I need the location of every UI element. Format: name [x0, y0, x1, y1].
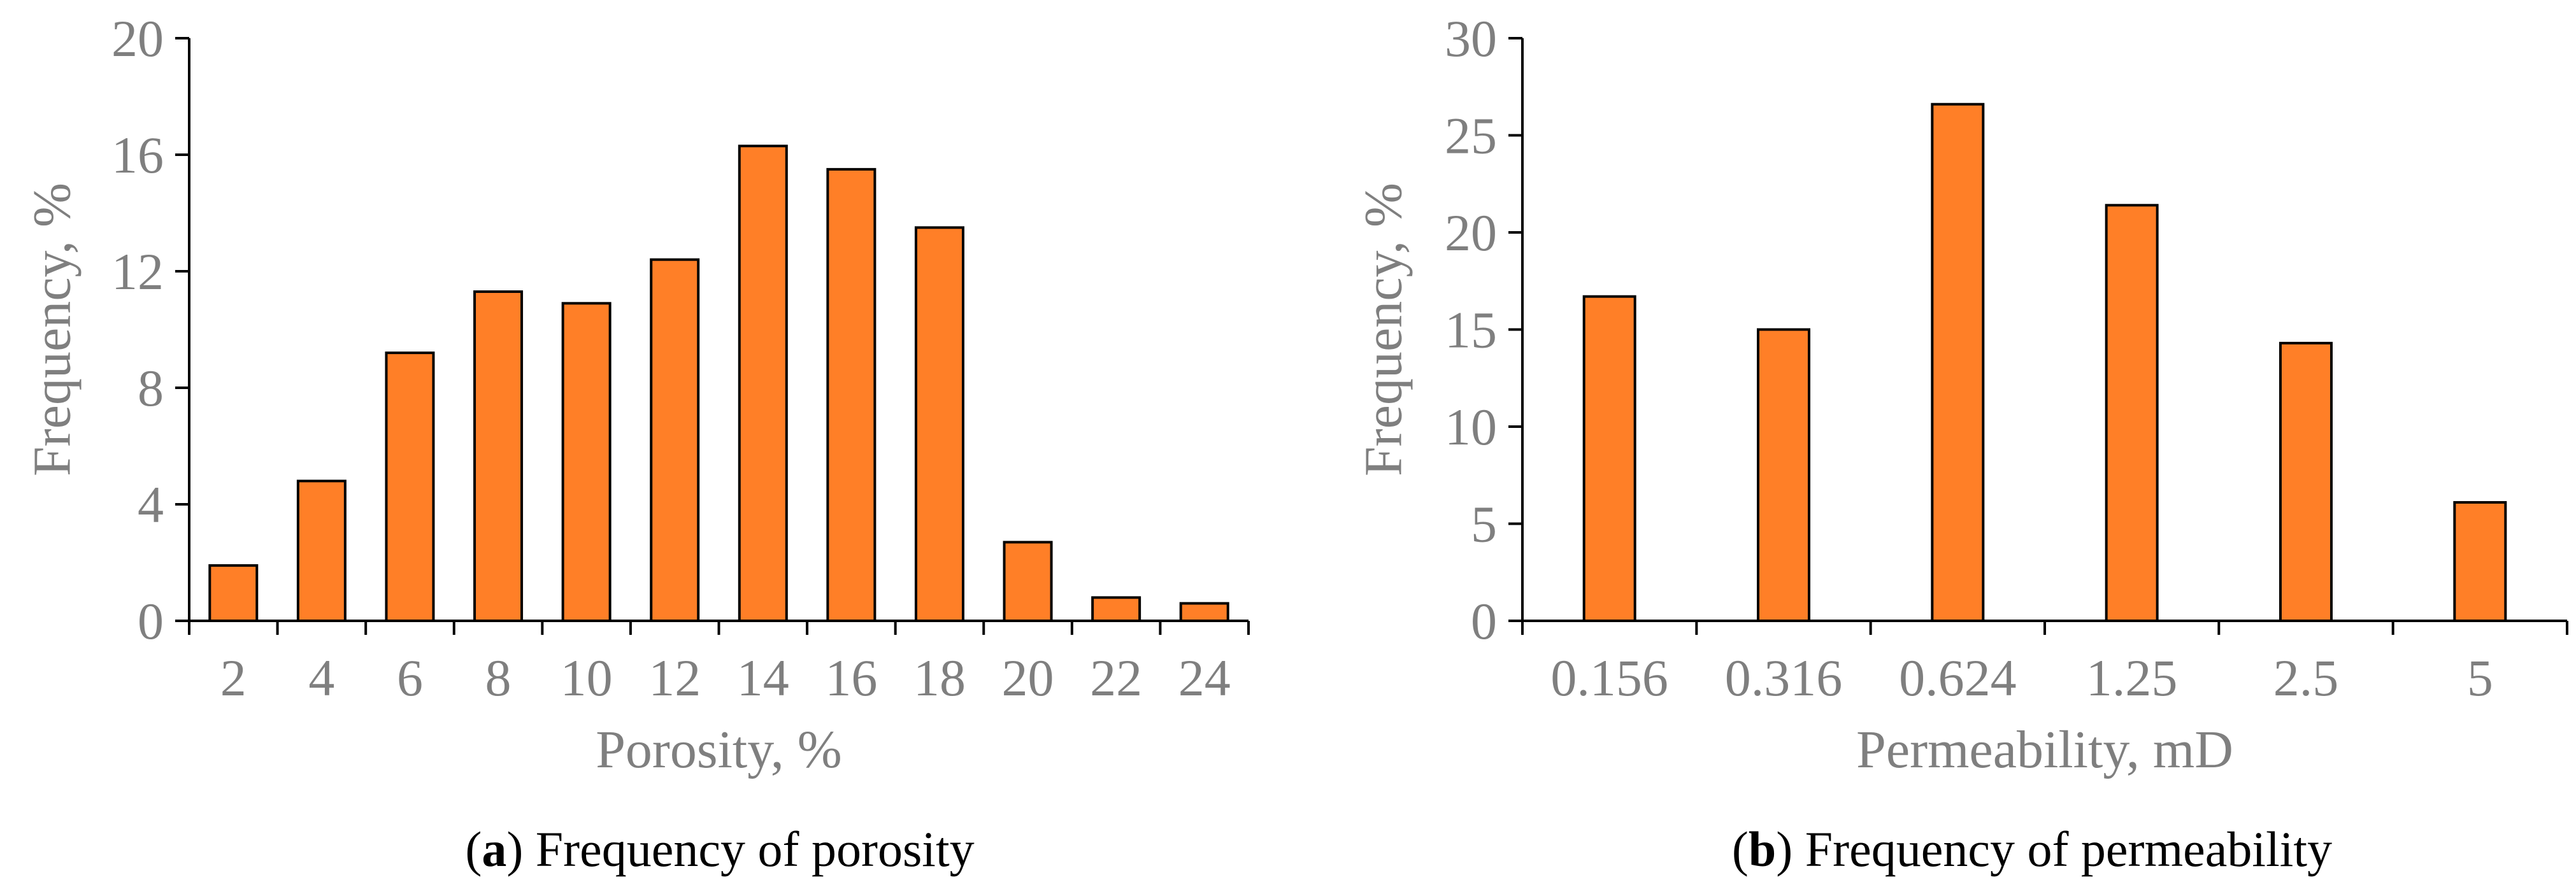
panel-a-bar-24	[1179, 602, 1229, 622]
panel-b-bar-0.316	[1757, 328, 1810, 622]
panel-b-y-tick-label-0: 0	[1471, 592, 1497, 650]
panel-a-x-tick-label-6: 6	[397, 649, 423, 707]
panel-a-x-tick-label-22: 22	[1090, 649, 1142, 707]
panel-a-bar-22	[1091, 596, 1141, 623]
panel-b-y-tick-label-5: 5	[1471, 495, 1497, 553]
panel-a-bar-6	[385, 351, 435, 622]
panel-b-x-axis-title: Permeability, mD	[1856, 720, 2233, 779]
panel-a-bar-2	[208, 564, 259, 623]
panel-b-x-tick-label-5: 5	[2467, 649, 2493, 707]
panel-a-x-tick-label-24: 24	[1178, 649, 1231, 707]
panel-a-x-tick-label-18: 18	[913, 649, 966, 707]
panel-a-y-axis-title: Frequency, %	[22, 183, 82, 476]
panel-a-y-tick-labels: 0 4 8 12 16 20	[111, 10, 164, 650]
panel-b-bars	[1582, 103, 2507, 623]
panel-b-y-axis-title: Frequency, %	[1354, 183, 1413, 476]
panel-b-y-tick-label-20: 20	[1445, 204, 1497, 262]
panel-a-y-tick-label-0: 0	[138, 592, 164, 650]
panel-b-x-tick-label-2.5: 2.5	[2273, 649, 2339, 707]
panel-a-y-tick-label-8: 8	[138, 359, 164, 417]
panel-a-x-tick-label-10: 10	[561, 649, 613, 707]
panel-b-x-tick-labels: 0.156 0.316 0.624 1.25 2.5 5	[1550, 649, 2493, 707]
panel-b-x-tick-label-0.316: 0.316	[1725, 649, 1843, 707]
panel-a-x-tick-label-14: 14	[737, 649, 789, 707]
panel-b-caption-text: ) Frequency of permeability	[1776, 821, 2332, 877]
panel-a-caption-text: ) Frequency of porosity	[506, 821, 974, 877]
panel-a-bars	[208, 145, 1229, 623]
panel-a-y-tick-label-20: 20	[111, 10, 164, 67]
panel-b-caption-letter: b	[1749, 821, 1776, 877]
panel-a-bar-4	[296, 479, 347, 623]
panel-a-x-tick-label-12: 12	[648, 649, 701, 707]
panel-a-x-tick-labels: 2 4 6 8 10 12 14 16 18 20 22 24	[220, 649, 1231, 707]
panel-b-y-tick-label-15: 15	[1445, 301, 1497, 359]
panel-b-y-tick-label-30: 30	[1445, 10, 1497, 67]
panel-a-x-tick-label-4: 4	[308, 649, 334, 707]
panel-a-axes	[175, 37, 1250, 635]
panel-a-x-tick-label-20: 20	[1002, 649, 1054, 707]
panel-a-bar-8	[473, 290, 524, 622]
panel-a-y-tick-label-4: 4	[138, 476, 164, 534]
panel-a-bar-10	[561, 302, 612, 622]
panel-a-caption-letter: a	[482, 821, 506, 877]
panel-a-y-tick-label-16: 16	[111, 126, 164, 184]
panel-a-bar-20	[1003, 541, 1053, 622]
panel-b-bar-5	[2453, 500, 2507, 623]
panel-b-permeability: 0 5 10 15 20 25 30 0.156 0.316 0.624 1.25 2.5 5 Per…	[1354, 10, 2568, 877]
panel-b-bar-0.156	[1582, 295, 1636, 622]
panel-a-bar-18	[914, 226, 964, 622]
panel-a-x-axis-title: Porosity, %	[596, 720, 842, 779]
panel-b-x-tick-label-0.156: 0.156	[1550, 649, 1668, 707]
panel-b-x-tick-label-1.25: 1.25	[2086, 649, 2178, 707]
panel-b-y-tick-label-10: 10	[1445, 398, 1497, 456]
panel-a-y-tick-label-12: 12	[111, 243, 164, 301]
panel-b-bar-1.25	[2105, 204, 2159, 622]
panel-a-caption-open: (	[465, 821, 482, 877]
panel-a-caption: (a) Frequency of porosity	[465, 821, 974, 877]
panel-a-x-tick-label-2: 2	[220, 649, 247, 707]
panel-a-bar-14	[738, 145, 788, 622]
panel-a-bar-12	[650, 258, 700, 622]
panel-b-y-tick-label-25: 25	[1445, 107, 1497, 165]
panel-b-bar-2.5	[2279, 341, 2333, 622]
panel-b-y-tick-labels: 0 5 10 15 20 25 30	[1445, 10, 1497, 650]
panel-b-bar-0.624	[1931, 103, 1985, 622]
panel-a-x-tick-label-16: 16	[825, 649, 877, 707]
panel-a-x-tick-label-8: 8	[485, 649, 512, 707]
panel-b-caption: (b) Frequency of permeability	[1732, 821, 2332, 877]
panel-b-x-tick-label-0.624: 0.624	[1899, 649, 2017, 707]
panel-b-caption-open: (	[1732, 821, 1749, 877]
panel-b-axes	[1508, 37, 2568, 635]
panel-a-bar-16	[826, 167, 877, 622]
